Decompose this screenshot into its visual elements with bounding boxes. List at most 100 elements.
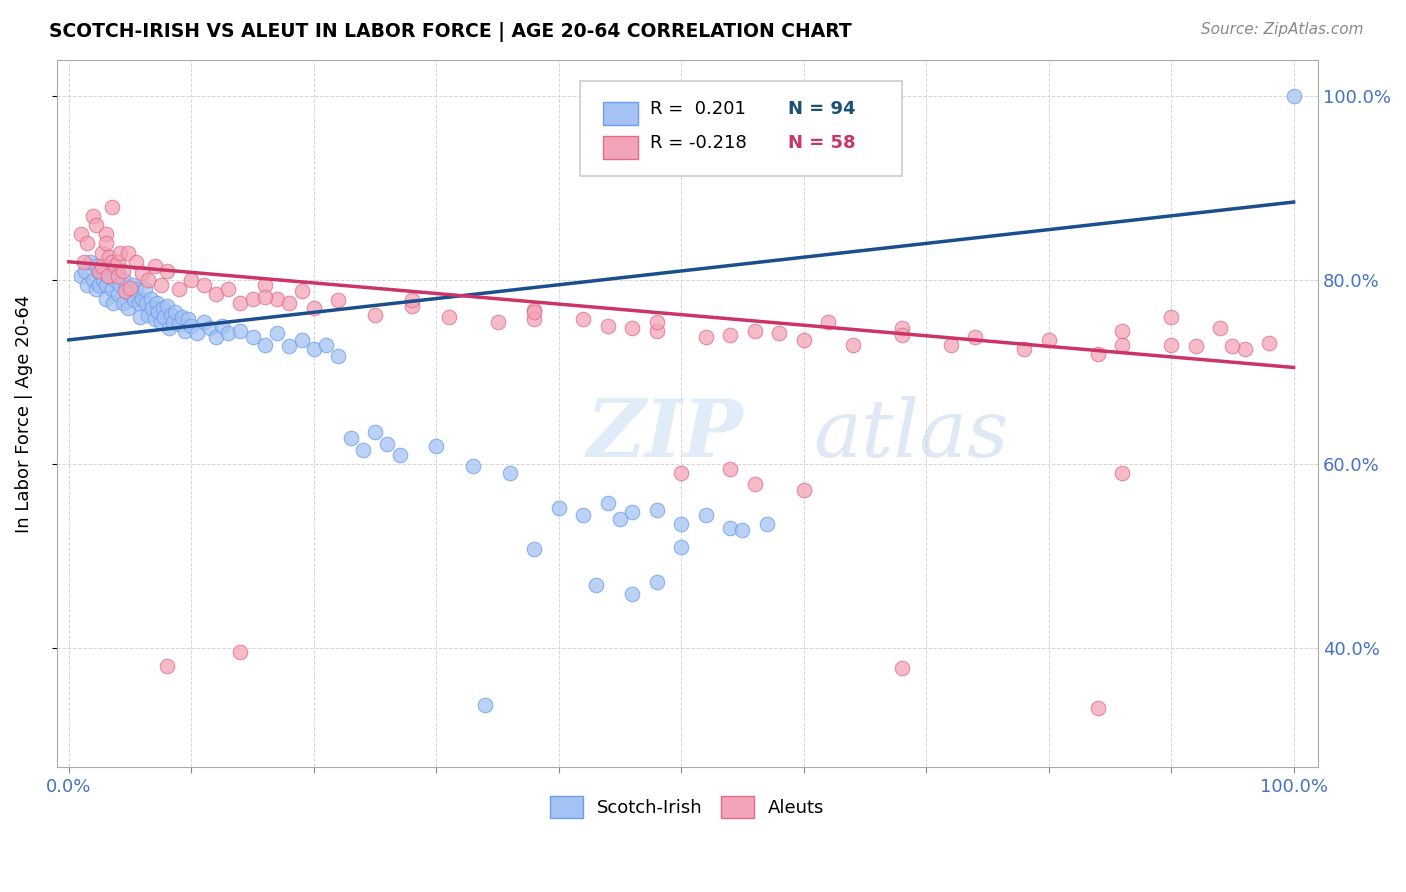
Point xyxy=(149,314,172,328)
Point xyxy=(138,273,160,287)
Point xyxy=(1184,339,1206,353)
Point xyxy=(125,254,148,268)
Point xyxy=(90,245,112,260)
Point xyxy=(523,302,546,317)
Point xyxy=(98,250,121,264)
Point xyxy=(111,296,134,310)
Point xyxy=(609,512,631,526)
Point xyxy=(1160,337,1182,351)
Point xyxy=(135,296,157,310)
Point xyxy=(352,443,374,458)
Point xyxy=(1038,333,1060,347)
Point xyxy=(890,328,912,343)
Point xyxy=(94,292,117,306)
Point xyxy=(114,284,136,298)
Point xyxy=(671,540,693,554)
Point xyxy=(596,495,619,509)
Point xyxy=(100,254,122,268)
Point xyxy=(364,308,387,322)
Point xyxy=(1111,324,1133,338)
Point xyxy=(278,339,301,353)
Point xyxy=(84,260,107,274)
Point xyxy=(1258,335,1281,350)
Point xyxy=(499,466,522,480)
Point xyxy=(146,296,169,310)
Point xyxy=(89,266,111,280)
Point xyxy=(128,310,150,324)
Point xyxy=(401,293,423,308)
Point xyxy=(718,521,741,535)
Point xyxy=(1209,321,1232,335)
Point xyxy=(82,273,104,287)
Point xyxy=(1111,337,1133,351)
Point xyxy=(596,319,619,334)
Point xyxy=(100,282,122,296)
Point xyxy=(523,541,546,556)
Point xyxy=(162,314,184,328)
Point xyxy=(90,260,112,274)
Point xyxy=(1233,342,1256,356)
Point xyxy=(131,292,153,306)
Point xyxy=(621,505,644,519)
Point xyxy=(143,260,166,274)
Point xyxy=(965,330,987,344)
Point xyxy=(1282,89,1305,103)
Point xyxy=(156,659,179,673)
Point xyxy=(315,337,337,351)
Point xyxy=(645,324,668,338)
Point xyxy=(139,292,162,306)
Text: N = 58: N = 58 xyxy=(789,134,856,153)
Text: Source: ZipAtlas.com: Source: ZipAtlas.com xyxy=(1201,22,1364,37)
Point xyxy=(90,262,112,277)
Point xyxy=(645,314,668,328)
Point xyxy=(134,282,156,296)
Point xyxy=(793,333,815,347)
Point xyxy=(84,282,107,296)
Point xyxy=(621,587,644,601)
FancyBboxPatch shape xyxy=(603,136,638,159)
Point xyxy=(131,266,153,280)
Point xyxy=(94,277,117,292)
Point xyxy=(120,280,142,294)
Point xyxy=(461,458,484,473)
Point xyxy=(474,698,496,712)
Point xyxy=(107,268,129,283)
Point xyxy=(125,282,148,296)
Point xyxy=(176,311,198,326)
Text: SCOTCH-IRISH VS ALEUT IN LABOR FORCE | AGE 20-64 CORRELATION CHART: SCOTCH-IRISH VS ALEUT IN LABOR FORCE | A… xyxy=(49,22,852,42)
Point xyxy=(89,277,111,292)
Point xyxy=(153,310,176,324)
Point xyxy=(744,477,766,491)
Point xyxy=(253,277,276,292)
Point xyxy=(290,333,312,347)
Point xyxy=(152,301,174,315)
Point xyxy=(768,326,790,341)
Point xyxy=(198,321,221,335)
Point xyxy=(174,324,197,338)
Y-axis label: In Labor Force | Age 20-64: In Labor Force | Age 20-64 xyxy=(15,294,32,533)
Point xyxy=(98,260,121,274)
Point xyxy=(437,310,460,324)
Point xyxy=(695,330,717,344)
Point xyxy=(76,236,98,251)
Point xyxy=(229,645,252,659)
Point xyxy=(229,324,252,338)
Point xyxy=(97,268,120,283)
Point xyxy=(211,319,233,334)
Point xyxy=(229,296,252,310)
Point xyxy=(167,282,190,296)
Point xyxy=(141,301,163,315)
Point xyxy=(170,310,193,324)
Point xyxy=(110,245,132,260)
Point xyxy=(120,287,142,301)
Point xyxy=(1160,310,1182,324)
Point xyxy=(94,236,117,251)
Point xyxy=(104,260,127,274)
Point xyxy=(695,508,717,522)
Point xyxy=(72,254,94,268)
Point xyxy=(572,508,595,522)
Point xyxy=(671,516,693,531)
Point xyxy=(94,227,117,242)
Point xyxy=(388,448,411,462)
Point xyxy=(339,431,361,445)
